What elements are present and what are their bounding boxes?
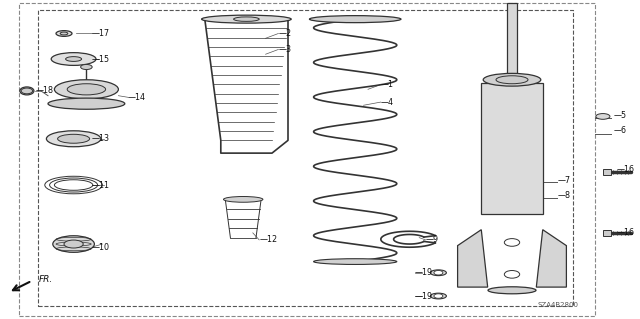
Text: —19: —19 (415, 268, 433, 277)
Text: —10: —10 (92, 243, 109, 252)
Text: —1: —1 (381, 80, 394, 89)
Ellipse shape (234, 17, 259, 21)
Ellipse shape (431, 293, 447, 299)
Ellipse shape (54, 80, 118, 99)
Ellipse shape (496, 76, 528, 84)
Text: —13: —13 (92, 134, 109, 143)
Bar (507, 3, 517, 83)
Text: —3: —3 (278, 45, 291, 54)
Text: —14: —14 (128, 93, 146, 102)
Ellipse shape (66, 57, 82, 62)
Circle shape (504, 239, 520, 246)
Text: —4: —4 (381, 98, 394, 107)
Ellipse shape (58, 134, 90, 143)
Ellipse shape (60, 32, 68, 35)
Ellipse shape (310, 16, 401, 23)
Ellipse shape (48, 98, 125, 109)
Circle shape (504, 271, 520, 278)
Ellipse shape (51, 53, 96, 65)
Circle shape (434, 294, 443, 298)
Text: —16: —16 (616, 165, 634, 174)
Ellipse shape (596, 114, 610, 119)
Ellipse shape (483, 73, 541, 86)
Bar (481, 83, 543, 214)
Ellipse shape (81, 64, 92, 70)
Text: —16: —16 (616, 228, 634, 237)
Text: —18: —18 (35, 86, 53, 95)
Polygon shape (458, 230, 488, 287)
Text: —2: —2 (278, 29, 292, 38)
Text: SZA4B2800: SZA4B2800 (538, 302, 579, 308)
Ellipse shape (431, 270, 447, 276)
Ellipse shape (20, 87, 34, 95)
Text: FR.: FR. (38, 275, 52, 284)
Text: —6: —6 (613, 126, 626, 135)
Text: —15: —15 (92, 55, 109, 63)
Ellipse shape (314, 259, 397, 264)
Circle shape (434, 271, 443, 275)
Polygon shape (536, 230, 566, 287)
Ellipse shape (56, 31, 72, 36)
Text: —7: —7 (558, 176, 572, 185)
Text: —11: —11 (92, 181, 109, 189)
Ellipse shape (64, 240, 83, 248)
Ellipse shape (223, 197, 263, 202)
Text: —17: —17 (92, 29, 109, 38)
Circle shape (21, 88, 33, 94)
Bar (603, 230, 611, 236)
Ellipse shape (47, 131, 101, 147)
Text: —12: —12 (259, 235, 277, 244)
Text: —19: —19 (415, 292, 433, 300)
Text: —8: —8 (558, 191, 571, 200)
Bar (603, 169, 611, 175)
Text: —9: —9 (426, 235, 439, 244)
Ellipse shape (53, 236, 95, 252)
Text: —5: —5 (613, 111, 627, 120)
Ellipse shape (488, 287, 536, 294)
Ellipse shape (67, 84, 106, 95)
Ellipse shape (202, 15, 291, 23)
